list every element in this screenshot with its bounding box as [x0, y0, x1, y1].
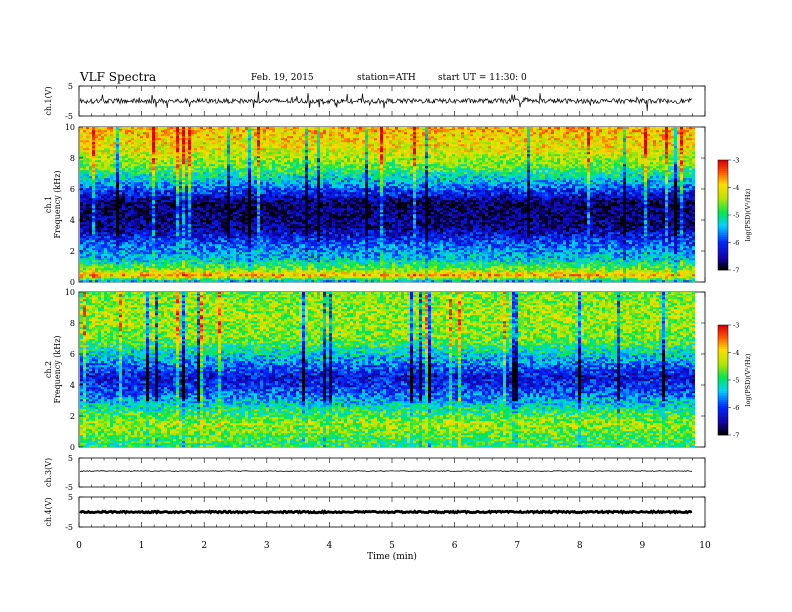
colorbar-ch2: -3 -4 -5 -6 -7 log(PSD)(V²/Hz) [718, 322, 752, 440]
spec1-ytick-label: 4 [70, 216, 75, 225]
colorbar-tick-label: -7 [733, 432, 739, 440]
colorbar-ch1: -3 -4 -5 -6 -7 log(PSD)(V²/Hz) [718, 157, 752, 275]
x-axis-label: Time (min) [367, 551, 417, 562]
xtick-label: 1 [139, 541, 145, 551]
wave-ylabel: ch.3(V) [44, 458, 53, 487]
wave-ylabel: ch.4(V) [44, 497, 53, 526]
xtick-label: 7 [514, 541, 520, 551]
spec1-ytick-label: 10 [65, 123, 75, 132]
spec2-ytick-label: 2 [70, 412, 75, 421]
colorbar-tick-label: -6 [733, 404, 739, 412]
colorbar-tick-label: -6 [733, 239, 739, 247]
waveform-ch1 [80, 91, 692, 110]
waveform-ch3 [80, 471, 692, 472]
spec1-ytick-label: 6 [70, 185, 75, 194]
xtick-label: 8 [577, 541, 583, 551]
spec2-ytick-label: 8 [70, 319, 75, 328]
spec2-ytick-label: 0 [70, 443, 75, 452]
wave-ytick-label: -5 [65, 483, 73, 492]
colorbar-tick-label: -5 [733, 377, 739, 385]
xtick-label: 5 [389, 541, 395, 551]
xtick-label: 10 [699, 541, 711, 551]
xtick-label: 3 [264, 541, 270, 551]
spec2-ytick-label: 10 [65, 288, 75, 297]
spec1-ylabel: Frequency (kHz) [53, 170, 62, 238]
colorbar-tick-label: -7 [733, 267, 739, 275]
spec2-ylabel: Frequency (kHz) [53, 335, 62, 403]
colorbar-label: log(PSD)(V²/Hz) [744, 353, 752, 406]
wave-ytick-label: -5 [65, 112, 73, 121]
spec1-ytick-label: 0 [70, 278, 75, 287]
spec2-ytick-label: 6 [70, 350, 75, 359]
wave-ytick-label: -5 [65, 523, 73, 532]
xtick-label: 4 [327, 541, 333, 551]
xtick-label: 0 [76, 541, 82, 551]
colorbar-tick-label: -5 [733, 212, 739, 220]
waveform-ch4 [80, 511, 692, 512]
colorbar-tick-label: -3 [733, 157, 739, 165]
colorbar-tick-label: -3 [733, 322, 739, 330]
wave-ytick-label: 5 [68, 454, 73, 463]
xtick-label: 9 [640, 541, 646, 551]
spec2-ylabel: ch.2 [44, 361, 53, 378]
spectrogram-ch1 [80, 127, 695, 282]
spec1-ylabel: ch.1 [44, 196, 53, 213]
wave-ytick-label: 5 [68, 493, 73, 502]
colorbar-tick-label: -4 [733, 184, 739, 192]
xtick-label: 6 [452, 541, 458, 551]
wave-ylabel: ch.1(V) [44, 86, 53, 115]
colorbar-tick-label: -4 [733, 349, 739, 357]
spectrogram-ch2 [80, 292, 695, 447]
wave-ytick-label: 5 [68, 82, 73, 91]
spec1-ytick-label: 2 [70, 247, 75, 256]
colorbar-label: log(PSD)(V²/Hz) [744, 188, 752, 241]
xtick-label: 2 [201, 541, 207, 551]
spec2-ytick-label: 4 [70, 381, 75, 390]
spec1-ytick-label: 8 [70, 154, 75, 163]
